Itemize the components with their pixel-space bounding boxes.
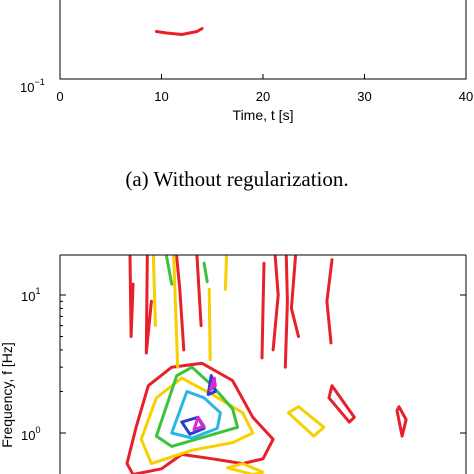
caption: (a) Without regularization. (125, 167, 348, 191)
bottom-contour-1-5 (286, 405, 326, 438)
bottom-y-axis-label: Frequency, f [Hz] (0, 342, 15, 448)
bottom-contour-5-1 (208, 376, 217, 392)
bottom-y-ticks (60, 294, 466, 434)
bottom-panel: 101 100 Frequency, f [Hz] (0, 254, 467, 474)
top-x-tick-label: 30 (357, 89, 371, 104)
bottom-contour-2-1 (202, 261, 209, 284)
bottom-contour-1-2 (207, 287, 212, 362)
top-x-axis-label: Time, t [s] (233, 107, 294, 123)
top-x-ticks: 0 10 20 30 40 (56, 74, 473, 104)
top-x-tick-label: 40 (459, 89, 473, 104)
bottom-y-tick-label-10-0: 100 (21, 425, 40, 443)
bottom-contour-0-8 (325, 258, 334, 345)
bottom-contours (125, 255, 408, 474)
bottom-contour-1-6 (226, 462, 265, 474)
bottom-contour-0-5 (271, 255, 280, 352)
bottom-contour-2-2 (154, 365, 240, 448)
top-y-tick-label: 10−1 (20, 77, 45, 95)
bottom-contour-1-4 (139, 376, 255, 466)
bottom-contour-5-0 (192, 415, 206, 431)
bottom-contour-0-4 (260, 261, 266, 360)
bottom-contour-1-1 (172, 255, 180, 369)
bottom-contour-4-0 (180, 415, 206, 436)
bottom-contour-0-1 (144, 255, 153, 355)
top-x-tick-label: 20 (256, 89, 270, 104)
bottom-contour-1-0 (151, 255, 157, 328)
bottom-contour-0-0 (128, 255, 135, 338)
bottom-contour-0-11 (395, 405, 408, 438)
bottom-contour-3-0 (170, 390, 222, 440)
top-contour-0-0 (154, 27, 204, 36)
bottom-contour-0-10 (327, 384, 356, 424)
bottom-contour-0-3 (195, 255, 203, 328)
top-panel: 0 10 20 30 40 10−1 Time, t [s] (20, 0, 473, 123)
top-plot-frame (59, 0, 467, 80)
bottom-contour-0-7 (289, 255, 300, 338)
bottom-contour-2-0 (165, 255, 174, 286)
top-contours (154, 27, 204, 36)
top-x-tick-label: 0 (56, 89, 63, 104)
bottom-contour-0-6 (283, 255, 289, 369)
bottom-contour-0-2 (175, 255, 186, 352)
bottom-y-tick-label-10-1: 101 (21, 286, 40, 304)
bottom-contour-1-3 (223, 255, 228, 291)
top-x-tick-label: 10 (154, 89, 168, 104)
